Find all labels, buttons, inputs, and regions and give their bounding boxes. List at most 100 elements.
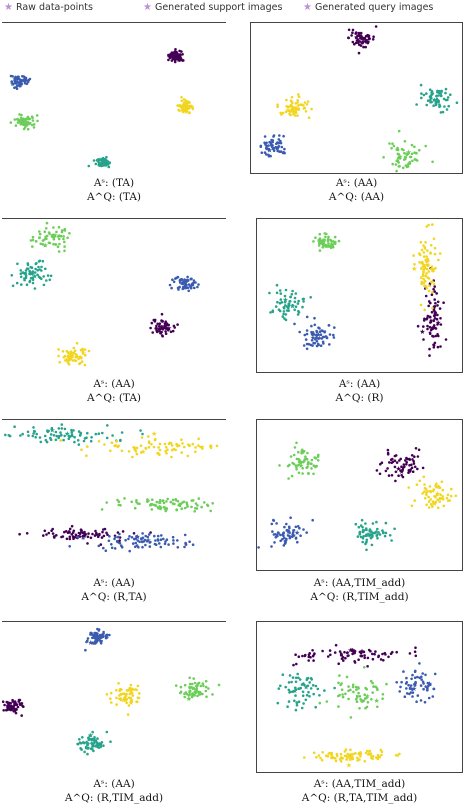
data-point [59,234,62,238]
data-point [287,477,290,480]
data-point [414,669,417,673]
data-point [276,300,279,304]
data-point [416,694,420,697]
data-point [344,748,348,751]
data-point [381,652,384,656]
data-point [328,333,332,336]
data-point [371,652,374,656]
data-point [89,536,93,540]
data-point [345,675,349,679]
data-point [281,111,285,115]
data-point [420,282,423,286]
data-point [306,676,310,680]
data-point [151,498,154,501]
data-point [413,465,417,469]
data-point [333,651,337,654]
data-point [149,326,152,330]
data-point [122,692,126,695]
data-point [394,163,398,166]
data-point [171,278,174,281]
data-point [170,286,173,290]
data-point [365,548,368,552]
data-point [11,82,14,86]
data-point [127,450,131,453]
data-point [10,80,13,83]
data-point [139,429,142,432]
data-point [282,306,286,310]
data-point [126,689,130,692]
generated-point-star: ★ [289,302,295,310]
data-point [281,315,285,318]
data-point [57,348,60,351]
data-point [61,350,65,353]
cluster-class-3: ★★ [9,113,39,131]
data-point [158,448,162,452]
data-point [408,457,411,461]
data-point [102,744,105,747]
data-point [209,509,212,513]
data-point [6,701,10,704]
data-point [436,345,440,349]
data-point [91,636,94,640]
data-point [287,302,290,306]
caption-3: Aˢ: (AA) A^Q: (TA) [2,377,226,405]
data-point [130,536,134,539]
data-point [209,444,213,447]
data-point [314,456,318,460]
data-point [167,543,170,546]
data-point [73,535,77,539]
caption-query: A^Q: (R) [335,392,384,404]
data-point [353,42,356,46]
data-point [297,95,301,98]
data-point [358,533,362,536]
data-point [40,265,43,269]
data-point [274,535,278,539]
scatter-panel-8: ★ ★ ★ ★ ★ ★ ★ ★ ★ ★ [256,621,463,773]
data-point [86,445,89,448]
data-point [433,672,437,676]
caption-support: Aˢ: (AA) [93,778,135,790]
generated-point-star: ★ [42,242,48,250]
data-point [422,338,425,341]
data-point [310,107,313,111]
data-point [97,432,101,435]
data-point [147,533,151,536]
data-point [357,691,360,695]
data-point [404,459,407,462]
data-point [277,138,281,141]
data-point [166,448,169,452]
data-point [433,326,437,330]
data-point [15,80,19,84]
generated-point-star: ★ [419,328,425,336]
data-point [168,56,172,60]
cluster-class-0: ★★ [375,447,425,483]
data-point [316,459,320,462]
data-point [176,539,179,542]
data-point [325,245,328,248]
data-point [180,99,184,103]
data-point [410,143,414,147]
data-point [348,755,352,758]
data-point [206,504,210,507]
data-point [129,683,133,687]
data-point [436,333,439,336]
data-point [300,103,304,106]
data-point [102,546,105,550]
data-point [432,237,436,241]
data-point [29,271,32,274]
data-point [81,741,85,744]
data-point [409,684,413,687]
star-icon: ★ [4,2,13,13]
generated-point-star: ★ [87,639,93,647]
generated-point-star: ★ [134,533,140,541]
caption-query: A^Q: (R,TA,TIM_add) [301,792,418,804]
data-point [186,286,190,289]
data-point [172,324,176,328]
data-point [28,122,31,126]
data-point [78,741,82,744]
data-point [50,426,54,430]
data-point [134,545,137,548]
data-point [400,680,403,684]
data-point [149,531,152,534]
data-point [363,760,367,763]
